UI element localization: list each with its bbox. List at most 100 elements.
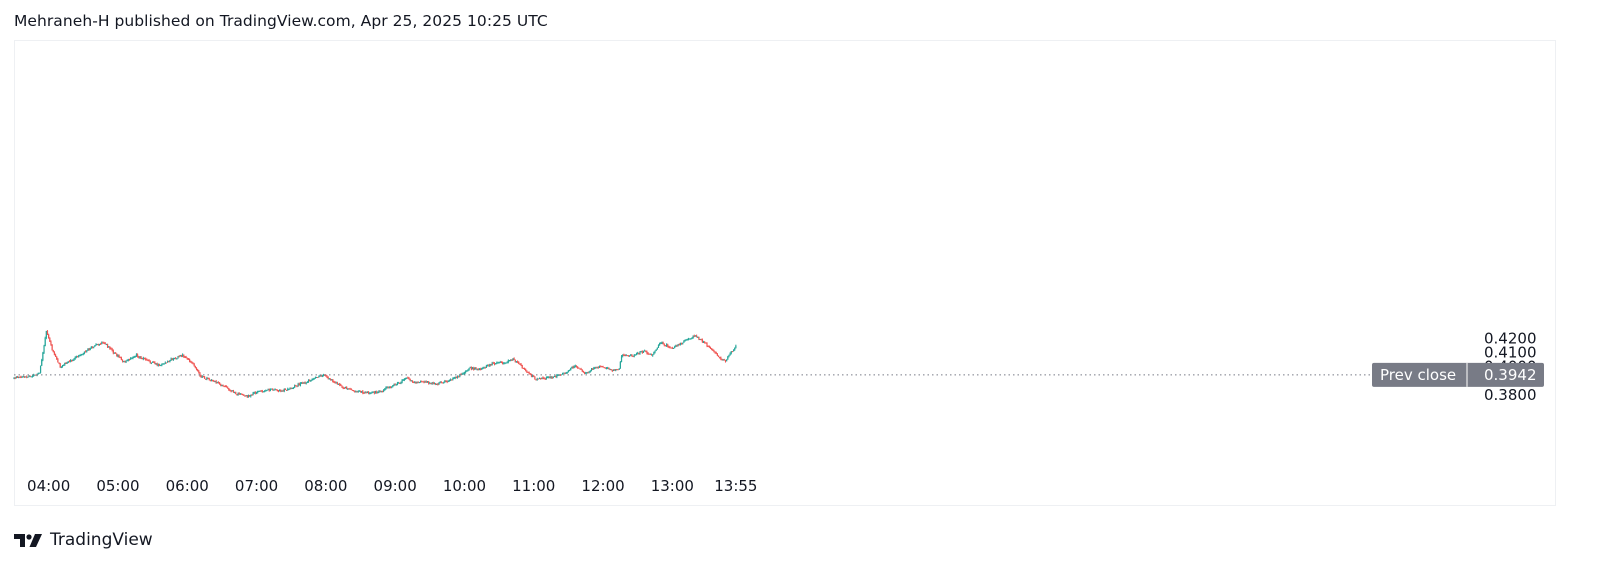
- candle-body: [82, 353, 84, 355]
- candle-body: [224, 386, 226, 388]
- candle-body: [598, 366, 601, 368]
- candle-body: [68, 361, 71, 363]
- candle-body: [452, 378, 454, 381]
- candle-body: [81, 354, 83, 356]
- time-axis[interactable]: 04:00 05:00 06:00 07:00 08:00 09:00 10:00 11:00…: [27, 477, 757, 495]
- candle-body: [493, 363, 496, 365]
- candle-body: [273, 389, 275, 391]
- candle-body: [298, 383, 300, 386]
- candle-body: [277, 391, 280, 393]
- candle-body: [20, 376, 22, 378]
- candle-body: [433, 383, 436, 385]
- candle-body: [281, 390, 283, 392]
- candle-body: [386, 387, 388, 389]
- candle-body: [446, 381, 448, 383]
- candle-body: [610, 369, 612, 371]
- candle-body: [416, 381, 418, 383]
- candle-body: [700, 339, 702, 341]
- candle-body: [331, 379, 333, 381]
- candle-body: [671, 347, 673, 349]
- time-tick-label: 10:00: [443, 477, 486, 495]
- candle-body: [392, 385, 394, 387]
- candle-body: [215, 381, 217, 383]
- candle-body: [31, 375, 34, 377]
- candle-body: [274, 389, 276, 391]
- candle-body: [105, 344, 107, 346]
- candle-body: [401, 380, 403, 383]
- candle-body: [722, 359, 724, 361]
- candle-body: [459, 374, 461, 377]
- candle-body: [441, 382, 444, 384]
- candle-body: [341, 385, 343, 388]
- candle-body: [139, 356, 141, 358]
- candle-body: [190, 361, 192, 363]
- candle-body: [654, 350, 656, 353]
- candle-body: [480, 369, 482, 371]
- candle-body: [521, 365, 523, 369]
- candle-body: [631, 354, 633, 356]
- candle-body: [357, 391, 359, 393]
- candle-body: [207, 377, 209, 379]
- candle-body: [254, 392, 256, 394]
- candle-body: [257, 391, 259, 393]
- candle-body: [525, 369, 527, 371]
- candle-body: [588, 371, 590, 373]
- candle-body: [335, 382, 337, 384]
- candle-body: [505, 362, 507, 364]
- candle-body: [325, 375, 327, 377]
- candle-body: [352, 390, 355, 392]
- candle-body: [701, 339, 703, 343]
- candle-body: [496, 362, 498, 364]
- candle-body: [545, 377, 548, 379]
- candle-body: [361, 391, 363, 393]
- candle-body: [630, 354, 632, 356]
- footer-brand[interactable]: TradingView: [14, 530, 153, 550]
- candle-body: [354, 390, 356, 392]
- candle-body: [533, 375, 535, 377]
- candle-body: [344, 386, 347, 389]
- candle-body: [22, 376, 24, 378]
- candle-body: [490, 364, 492, 366]
- candle-body: [334, 382, 336, 384]
- candle-body: [359, 390, 362, 392]
- candle-body: [455, 377, 457, 379]
- candle-body: [522, 368, 524, 370]
- candle-body: [72, 359, 74, 361]
- candle-body: [499, 362, 501, 364]
- candle-body: [106, 344, 109, 348]
- candle-body: [89, 347, 91, 350]
- candle-body: [516, 361, 519, 363]
- candle-body: [474, 367, 476, 370]
- candle-body: [213, 380, 215, 382]
- candle-body: [699, 339, 701, 341]
- candle-body: [112, 350, 114, 354]
- candle-body: [685, 339, 687, 341]
- candle-body: [125, 360, 127, 363]
- candle-body: [475, 367, 477, 370]
- candle-body: [538, 378, 541, 380]
- candle-body: [488, 365, 490, 367]
- candle-body: [407, 377, 409, 379]
- candle-body: [623, 354, 625, 356]
- candle-body: [717, 355, 720, 357]
- candle-body: [489, 364, 491, 367]
- candle-body: [391, 386, 393, 388]
- candle-body: [477, 368, 479, 371]
- candle-body: [543, 378, 545, 380]
- candle-body: [193, 363, 195, 366]
- candle-body: [595, 367, 597, 369]
- candle-body: [465, 371, 467, 373]
- candle-body: [500, 362, 503, 364]
- candle-body: [498, 362, 500, 364]
- candle-body: [566, 372, 568, 374]
- candle-body: [327, 377, 329, 379]
- candle-body: [734, 347, 736, 350]
- candle-body: [98, 343, 101, 345]
- candle-body: [719, 356, 721, 358]
- candle-body: [684, 340, 686, 342]
- candle-body: [155, 363, 157, 365]
- candle-body: [705, 342, 707, 344]
- candle-body: [28, 375, 30, 377]
- candle-body: [312, 379, 314, 381]
